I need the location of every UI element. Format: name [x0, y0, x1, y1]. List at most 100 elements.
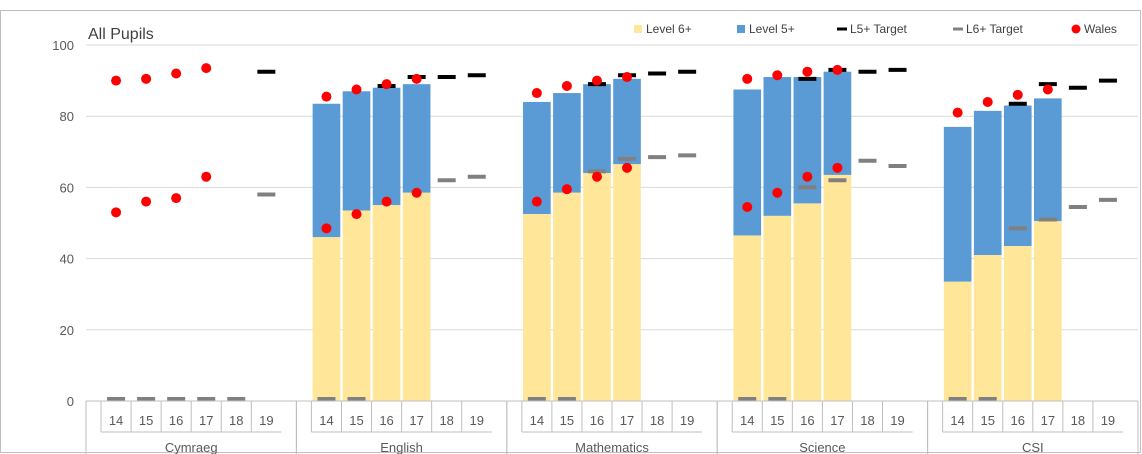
bar-level6-csi-15	[973, 255, 1002, 401]
group-label-english: English	[380, 440, 423, 454]
x-tick-label-mathematics-18: 18	[650, 413, 664, 428]
legend-swatch-level-5	[737, 25, 745, 33]
bar-level5-csi-17	[1034, 98, 1062, 222]
wales-l5-english-16	[381, 79, 392, 90]
bar-level5-science-14	[733, 89, 762, 236]
bar-level5-english-15	[342, 91, 371, 211]
x-tick-label-english-14: 14	[319, 413, 333, 428]
wales-l5-science-17	[832, 64, 843, 75]
wales-l5-cymraeg-15	[141, 73, 152, 84]
bar-level6-english-15	[342, 210, 371, 401]
bar-level5-english-16	[372, 87, 401, 206]
wales-l6-science-14	[742, 201, 753, 212]
y-tick-label-20: 20	[60, 323, 74, 338]
chart-title: All Pupils	[88, 26, 154, 43]
wales-l5-science-14	[742, 73, 753, 84]
x-tick-label-english-16: 16	[379, 413, 393, 428]
wales-l5-csi-14	[952, 107, 963, 118]
wales-l6-english-16	[381, 196, 392, 207]
bar-level6-csi-14	[943, 281, 972, 401]
wales-l6-mathematics-15	[561, 184, 572, 195]
chart-frame	[0, 10, 1141, 453]
x-tick-label-csi-14: 14	[950, 413, 964, 428]
legend-swatch-wales	[1071, 24, 1081, 34]
group-label-cymraeg: Cymraeg	[165, 440, 218, 454]
x-tick-label-mathematics-19: 19	[680, 413, 694, 428]
x-tick-label-mathematics-16: 16	[590, 413, 604, 428]
x-tick-label-csi-18: 18	[1071, 413, 1085, 428]
x-tick-label-csi-17: 17	[1041, 413, 1055, 428]
legend-label-level-6: Level 6+	[646, 22, 692, 36]
x-tick-label-mathematics-14: 14	[530, 413, 544, 428]
bar-level5-csi-16	[1003, 105, 1032, 247]
x-tick-label-science-18: 18	[860, 413, 874, 428]
wales-l6-science-16	[802, 171, 813, 182]
wales-l5-mathematics-14	[531, 88, 542, 99]
x-tick-label-english-17: 17	[409, 413, 423, 428]
bars	[312, 71, 1062, 401]
legend-label-l5-target: L5+ Target	[850, 22, 907, 36]
x-tick-label-cymraeg-17: 17	[199, 413, 213, 428]
bar-level5-mathematics-16	[583, 84, 611, 174]
x-tick-label-csi-19: 19	[1101, 413, 1115, 428]
bar-level5-english-17	[402, 84, 431, 193]
x-tick-label-english-15: 15	[349, 413, 363, 428]
axes: 0 20 40 60 80 100 14 15 16 17 18 19 Cymraeg 14 15 16 17 1…	[52, 38, 1139, 454]
wales-markers	[111, 63, 1053, 234]
x-tick-label-cymraeg-16: 16	[169, 413, 183, 428]
wales-l5-english-15	[351, 84, 362, 95]
bar-level5-science-17	[823, 71, 852, 175]
x-tick-label-english-18: 18	[439, 413, 453, 428]
bar-level6-science-15	[763, 215, 792, 401]
x-tick-label-mathematics-17: 17	[620, 413, 634, 428]
wales-l6-cymraeg-14	[111, 207, 122, 218]
bar-level5-english-14	[312, 103, 341, 238]
wales-l5-csi-17	[1042, 84, 1053, 95]
wales-l6-cymraeg-17	[201, 171, 212, 182]
wales-l5-science-16	[802, 66, 813, 77]
x-tick-label-mathematics-15: 15	[560, 413, 574, 428]
x-tick-label-science-15: 15	[770, 413, 784, 428]
group-label-csi: CSI	[1022, 440, 1044, 454]
wales-l6-cymraeg-16	[171, 193, 182, 204]
bar-level5-mathematics-15	[553, 93, 581, 193]
x-tick-label-cymraeg-18: 18	[229, 413, 243, 428]
bar-level6-mathematics-15	[553, 192, 581, 401]
wales-l6-english-17	[411, 187, 422, 198]
wales-l5-science-15	[772, 70, 783, 81]
wales-l6-cymraeg-15	[141, 196, 152, 207]
bar-level5-mathematics-17	[613, 78, 641, 165]
bar-level6-csi-17	[1034, 221, 1062, 401]
x-tick-label-csi-15: 15	[980, 413, 994, 428]
bar-level5-csi-14	[943, 126, 972, 282]
bar-level6-mathematics-16	[583, 173, 611, 401]
wales-l6-english-15	[351, 209, 362, 220]
y-tick-label-0: 0	[67, 394, 74, 409]
wales-l5-english-14	[321, 91, 332, 102]
bar-level6-english-14	[312, 237, 341, 401]
bar-level5-science-16	[793, 77, 822, 204]
x-tick-label-english-19: 19	[470, 413, 484, 428]
y-tick-label-60: 60	[60, 180, 74, 195]
y-tick-label-40: 40	[60, 252, 74, 267]
wales-l5-cymraeg-14	[111, 75, 122, 86]
bar-level6-science-14	[733, 235, 762, 401]
wales-l6-science-15	[772, 187, 783, 198]
y-tick-label-100: 100	[52, 38, 74, 53]
legend-label-wales: Wales	[1084, 22, 1117, 36]
wales-l6-mathematics-16	[591, 171, 602, 182]
bar-level6-mathematics-17	[613, 164, 641, 401]
x-tick-label-science-17: 17	[830, 413, 844, 428]
wales-l5-mathematics-17	[622, 72, 633, 83]
wales-l5-cymraeg-17	[201, 63, 212, 74]
x-tick-label-science-19: 19	[890, 413, 904, 428]
bar-level5-csi-15	[973, 110, 1002, 256]
wales-l6-science-17	[832, 162, 843, 173]
legend: Level 6+ Level 5+ L5+ Target L6+ Target Wale…	[634, 22, 1117, 36]
wales-l5-mathematics-16	[591, 75, 602, 86]
wales-l5-english-17	[411, 73, 422, 84]
group-label-science: Science	[799, 440, 845, 454]
legend-swatch-level-6	[634, 25, 642, 33]
wales-l6-mathematics-14	[531, 196, 542, 207]
